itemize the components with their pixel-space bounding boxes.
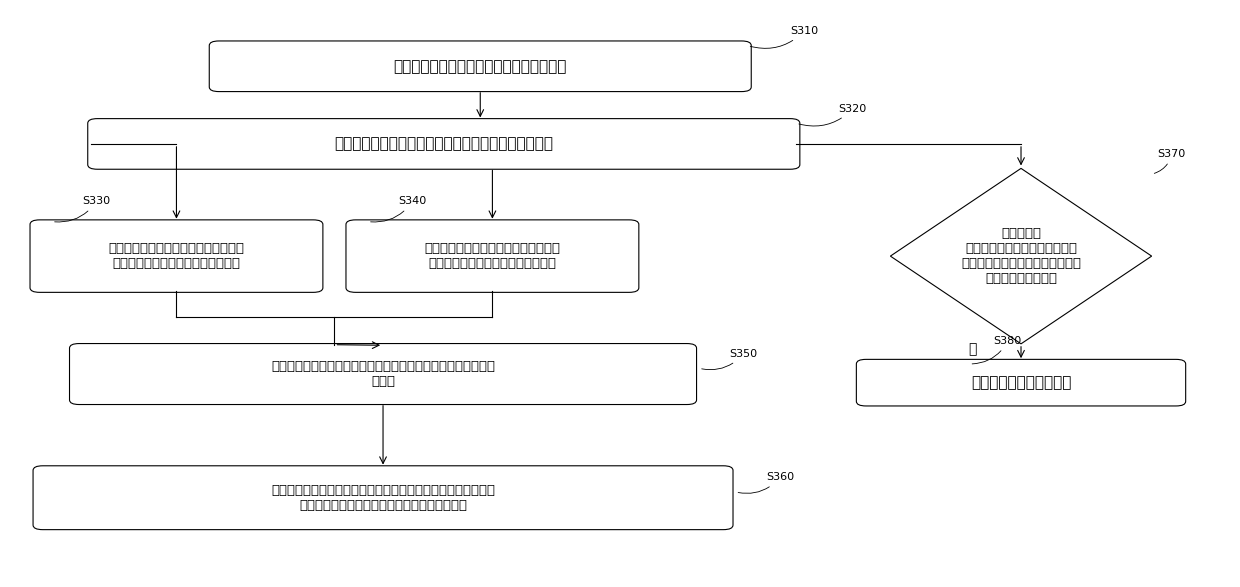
Text: 在对调节器进行一次调节控制的基础上，根据预设的设备参数阈
值和设备参数采集值对调节器进行二次调节控制: 在对调节器进行一次调节控制的基础上，根据预设的设备参数阈 值和设备参数采集值对调…: [272, 484, 495, 512]
Text: S340: S340: [371, 196, 427, 222]
FancyBboxPatch shape: [346, 220, 639, 292]
Text: S330: S330: [55, 196, 110, 222]
Text: S350: S350: [702, 349, 758, 370]
FancyBboxPatch shape: [857, 359, 1185, 406]
Text: 当流体参数采集值大于预设的流体参数
阈值时，对调节器进行正向调节控制: 当流体参数采集值大于预设的流体参数 阈值时，对调节器进行正向调节控制: [108, 242, 244, 270]
FancyBboxPatch shape: [30, 220, 322, 292]
Text: 当流体参数采集值小于预设的流体参数
阈值时，对调节器进行反向调节控制: 当流体参数采集值小于预设的流体参数 阈值时，对调节器进行反向调节控制: [424, 242, 560, 270]
Text: 当流体参数
采集值等于预设的流体参数阈值
时，判断设备参数采集值是否超过
预设的设备参数阈值: 当流体参数 采集值等于预设的流体参数阈值 时，判断设备参数采集值是否超过 预设的…: [961, 227, 1081, 285]
Text: S320: S320: [799, 104, 867, 126]
Text: 是: 是: [968, 343, 977, 356]
FancyBboxPatch shape: [88, 119, 800, 169]
FancyBboxPatch shape: [210, 41, 751, 92]
Text: 生成第一报警信息并提示: 生成第一报警信息并提示: [971, 375, 1071, 390]
Text: S310: S310: [750, 26, 818, 48]
Text: 将流体参数采集值与预设的流体参数阈值进行大小比较: 将流体参数采集值与预设的流体参数阈值进行大小比较: [335, 136, 553, 151]
Polygon shape: [890, 168, 1152, 344]
Text: 获取液冷管路中的冷却液的流体参数采集值: 获取液冷管路中的冷却液的流体参数采集值: [393, 59, 567, 74]
FancyBboxPatch shape: [33, 466, 733, 529]
Text: S370: S370: [1154, 149, 1185, 173]
Text: S360: S360: [738, 473, 794, 493]
Text: S380: S380: [972, 336, 1022, 364]
FancyBboxPatch shape: [69, 343, 697, 404]
Text: 当对调节器进行一次调节控制之后，获取待冷却设备的设备参数
采集值: 当对调节器进行一次调节控制之后，获取待冷却设备的设备参数 采集值: [272, 360, 495, 388]
